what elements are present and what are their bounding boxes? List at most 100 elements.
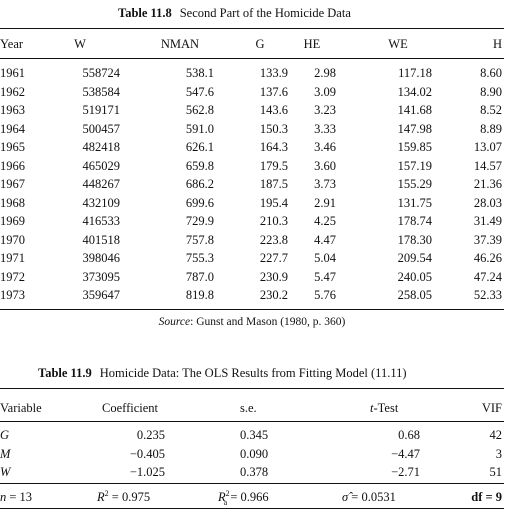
table-cell: 230.9 [259,269,288,284]
r2-value: = 0.975 [108,490,151,504]
table-cell: 2.91 [314,195,336,210]
table-cell: 137.6 [259,84,288,99]
table-cell: 398046 [82,251,121,265]
table-cell: 3.46 [314,140,336,154]
table-cell: 1969 [0,214,25,228]
table-cell: 626.1 [185,140,214,154]
table-cell: 538.1 [185,66,214,80]
table-cell: 562.8 [185,103,214,117]
r2-symbol: R [97,490,105,504]
n-symbol: n [0,490,7,504]
t8-header-he: HE [303,37,321,51]
t9-cell-vif: 42 [489,428,503,442]
table-11-9-bottom-rule [0,508,504,509]
table-11-9-title: Homicide Data: The OLS Results from Fitt… [99,366,407,380]
table-cell: 14.57 [473,158,502,173]
table-cell: 159.85 [397,140,432,154]
table-cell: 1972 [0,269,25,284]
table-cell: 1962 [0,84,25,99]
table-cell: 359647 [82,288,121,302]
t9-header-variable: Variable [0,401,42,415]
table-cell: 178.74 [397,214,432,228]
table-11-9-top-rule [0,388,504,389]
source-text: : Gunst and Mason (1980, p. 360) [190,316,346,328]
t8-header-we: WE [388,37,408,51]
table-cell: 1964 [0,121,25,136]
table-cell: 401518 [82,232,121,247]
table-cell: 209.54 [397,251,432,265]
table-cell: 46.26 [473,251,502,265]
table-11-8-header-rule [0,58,504,59]
n-value: = 13 [6,490,33,504]
table-cell: 4.25 [314,214,336,228]
table-cell: 3.33 [314,121,336,136]
table-11-9-caption: Table 11.9 Homicide Data: The OLS Results… [38,366,407,381]
table-cell: 1967 [0,177,25,191]
table-cell: 52.33 [473,288,502,302]
table-cell: 131.75 [397,195,432,210]
table-cell: 210.3 [259,214,288,228]
table-11-8-bottom-rule [0,309,504,310]
table-11-8-caption: Table 11.8 Second Part of the Homicide Da… [118,6,351,21]
table-cell: 37.39 [473,232,502,247]
ra2-subscript: a [223,497,228,507]
table-cell: 1963 [0,103,25,117]
table-11-8-source: Source: Gunst and Mason (1980, p. 360) [0,316,504,328]
table-cell: 465029 [82,158,121,173]
table-cell: 538584 [82,84,121,99]
t9-cell-vif: 51 [489,465,503,479]
table-cell: 134.02 [397,84,432,99]
table-cell: 164.3 [259,140,288,154]
ra2-symbol: R [218,490,226,504]
table-cell: 1971 [0,251,25,265]
t9-cell-ttest: −4.47 [391,446,420,461]
table-cell: 13.07 [473,140,502,154]
table-cell: 519171 [82,103,121,117]
table-cell: 31.49 [473,214,502,228]
table-cell: 448267 [82,177,121,191]
table-cell: 686.2 [185,177,214,191]
table-cell: 8.52 [480,103,502,117]
table-cell: 179.5 [259,158,288,173]
t9-header-ttest: t-Test [370,401,398,415]
table-cell: 5.47 [314,269,336,284]
table-cell: 5.04 [314,251,336,265]
t9-header-se: s.e. [240,401,257,415]
table-cell: 1973 [0,288,25,302]
table-cell: 757.8 [185,232,214,247]
table-cell: 150.3 [259,121,288,136]
table-cell: 819.8 [185,288,214,302]
table-11-9-label: Table 11.9 [38,366,92,380]
table-11-9-header-rule [0,421,504,422]
table-cell: 659.8 [185,158,214,173]
t9-cell-ttest: −2.71 [391,465,420,479]
t9-cell-variable: W [0,465,11,479]
t9-cell-coefficient: −0.405 [129,446,165,461]
table-cell: 416533 [82,214,121,228]
table-cell: 155.29 [397,177,432,191]
table-cell: 223.8 [259,232,288,247]
t9-cell-variable: M [0,446,11,461]
table-cell: 1970 [0,232,25,247]
t8-header-h: H [492,37,502,51]
table-cell: 143.6 [259,103,288,117]
table-cell: 187.5 [259,177,288,191]
table-cell: 1966 [0,158,25,173]
t9-cell-coefficient: 0.235 [136,428,165,442]
t9-cell-coefficient: −1.025 [129,465,165,479]
ra2-value: = 0.966 [227,490,269,504]
sigma-symbol: σ̂ [342,490,349,504]
t9-header-ttest-t: t [370,401,374,415]
t9-cell-vif: 3 [495,446,502,461]
table-cell: 1961 [0,66,25,80]
t9-cell-se: 0.378 [240,465,269,479]
table-cell: 141.68 [397,103,432,117]
table-11-9-stats-rule [0,483,504,484]
table-cell: 8.90 [480,84,502,99]
table-cell: 2.98 [314,66,336,80]
table-cell: 1968 [0,195,25,210]
table-cell: 373095 [82,269,121,284]
table-cell: 787.0 [185,269,214,284]
table-cell: 147.98 [397,121,432,136]
